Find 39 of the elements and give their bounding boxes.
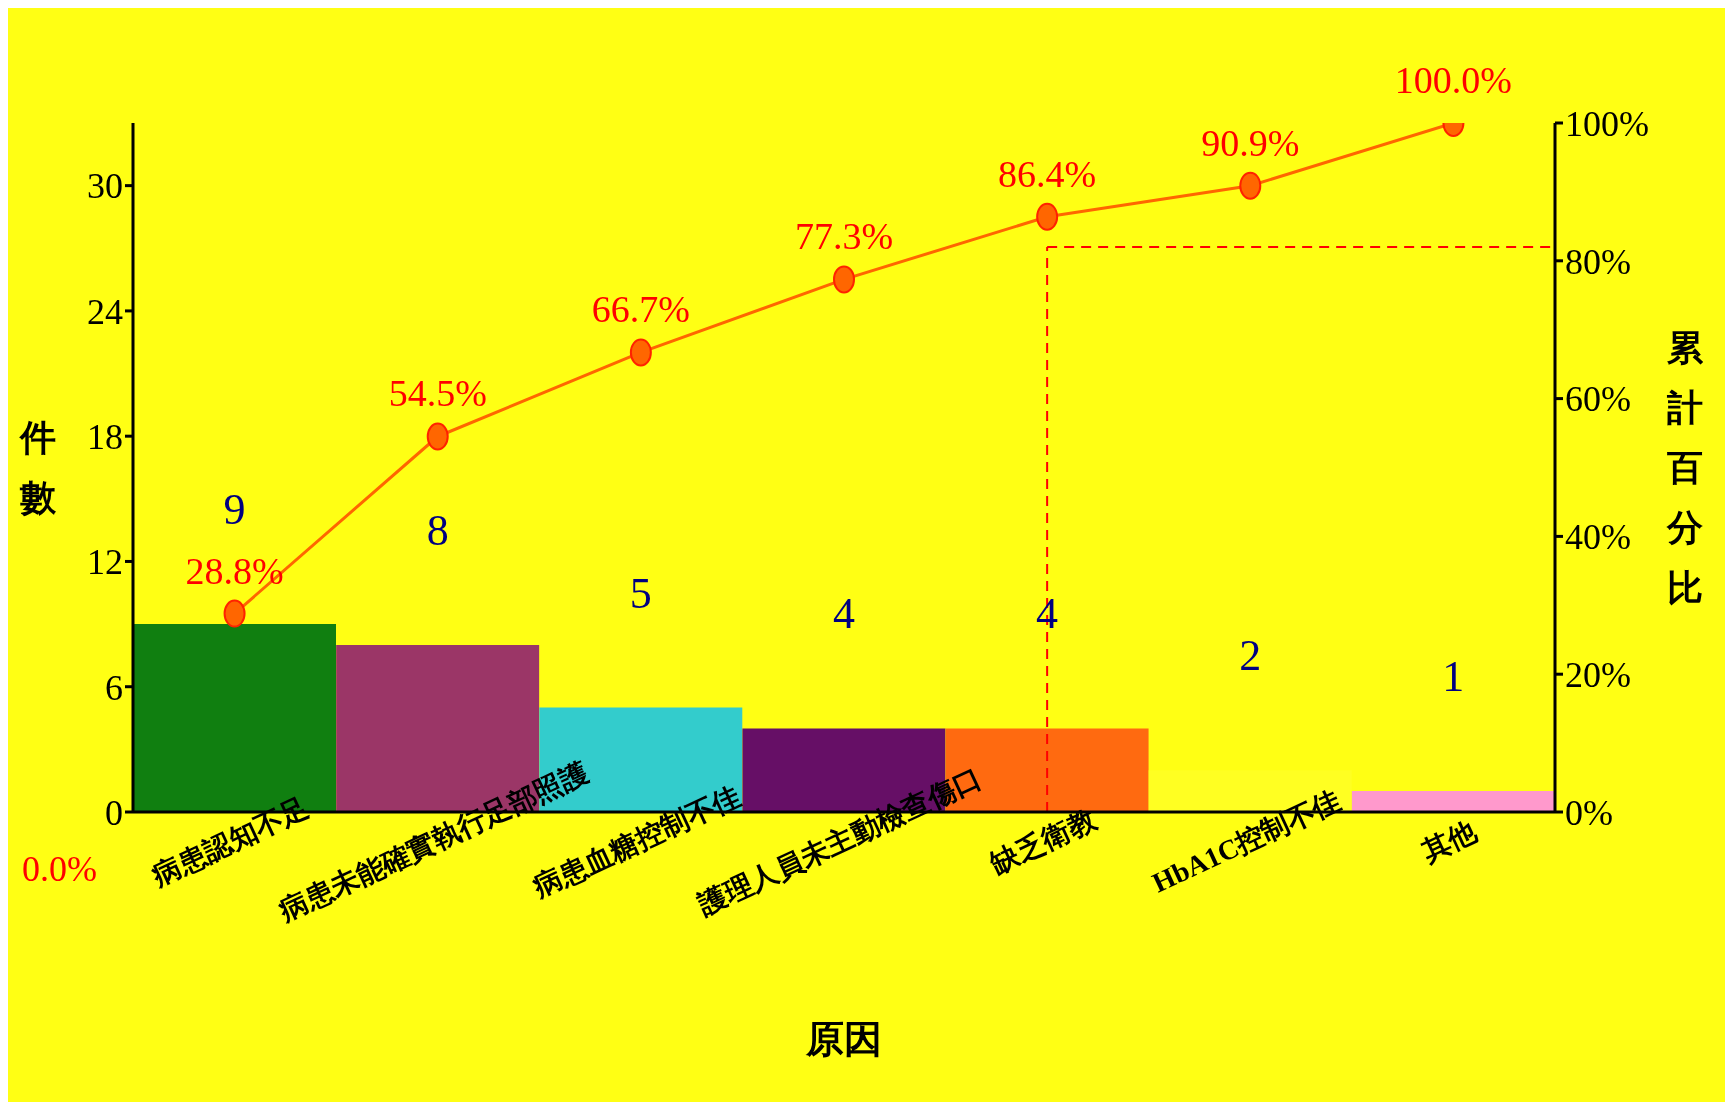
data-label: 2 (1239, 631, 1262, 681)
data-label: 28.8% (185, 549, 284, 592)
data-label: 86.4% (998, 152, 1097, 195)
point (833, 265, 855, 294)
point (426, 422, 449, 451)
data-label: 90.9% (1201, 121, 1300, 164)
y-tick-label: 30 (87, 166, 123, 207)
y-axis-title: 件數 (18, 417, 57, 518)
data-label: 4 (832, 589, 855, 639)
y2-tick-label: 100% (1565, 103, 1649, 144)
data-label: 8 (426, 505, 449, 555)
y2-tick-label: 60% (1565, 379, 1631, 420)
data-label: 66.7% (591, 288, 690, 331)
y-tick-label: 0 (105, 792, 123, 833)
point (1036, 202, 1059, 231)
data-label: 9 (223, 485, 246, 535)
data-label: 54.5% (388, 372, 487, 415)
y-tick-label: 12 (87, 542, 123, 583)
y2-axis-title: 累計百分比 (1666, 327, 1704, 608)
point (1239, 171, 1262, 200)
data-label: 4 (1036, 589, 1059, 639)
data-label: 5 (629, 568, 652, 618)
data-label: 77.3% (794, 215, 894, 258)
x-tick-label: 缺乏衛教 (984, 803, 1102, 880)
text: 0.0% (22, 848, 97, 890)
x-axis-title: 原因 (805, 1018, 882, 1060)
y2-tick-label: 80% (1565, 241, 1631, 282)
y2-tick-label: 20% (1565, 654, 1631, 695)
y2-tick-label: 40% (1565, 517, 1631, 558)
point (223, 599, 246, 628)
y-tick-label: 18 (87, 416, 123, 457)
data-label: 100.0% (1394, 59, 1513, 101)
bar (1351, 791, 1555, 812)
point (629, 338, 652, 367)
x-tick-label: 其他 (1416, 815, 1483, 868)
data-label: 1 (1442, 652, 1465, 702)
y-tick-label: 6 (105, 667, 123, 708)
y-tick-label: 24 (87, 291, 123, 332)
y2-tick-label: 0% (1565, 792, 1613, 833)
